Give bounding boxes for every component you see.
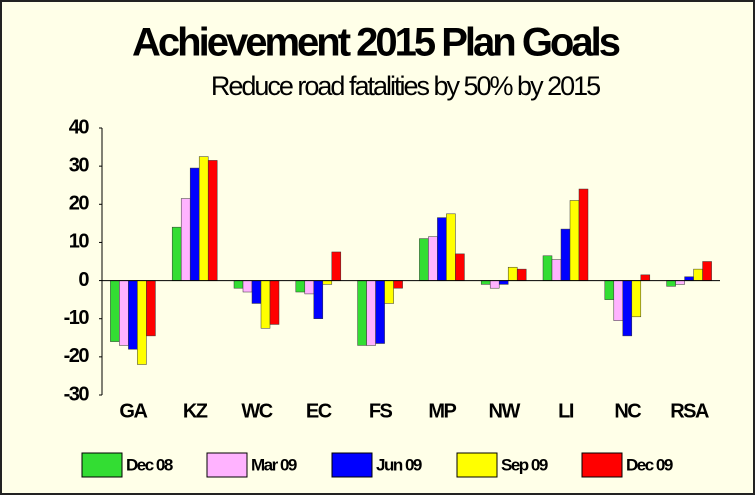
bar [242, 280, 253, 293]
x-tick-label: RSA [670, 400, 709, 422]
bar [313, 280, 324, 319]
legend-label: Mar 09 [251, 455, 297, 474]
bar [507, 266, 518, 281]
bar [446, 213, 456, 281]
legend-swatch [206, 452, 248, 478]
x-tick-label: GA [119, 400, 147, 422]
bar [198, 156, 209, 281]
x-tick-label: NC [614, 400, 641, 422]
bar [393, 280, 403, 289]
bar [384, 280, 394, 304]
bar [489, 280, 500, 289]
chart-title: Achievement 2015 Plan Goals [132, 21, 620, 65]
bar [419, 238, 429, 281]
bar [331, 251, 342, 281]
legend-swatch [581, 452, 623, 478]
bar [640, 274, 651, 281]
y-tick-label: 0 [78, 269, 89, 291]
x-tick-label: MP [428, 400, 456, 422]
bar [631, 280, 642, 318]
bar [516, 268, 527, 281]
bar [146, 280, 156, 337]
y-tick-label: -30 [64, 383, 90, 405]
y-tick-label: 20 [69, 193, 90, 215]
bar [498, 280, 509, 285]
bar [702, 261, 712, 281]
bar [295, 280, 306, 293]
bar [269, 280, 280, 325]
bar [207, 160, 218, 281]
bar [604, 280, 615, 300]
legend-label: Jun 09 [376, 455, 422, 474]
legend-label: Sep 09 [501, 455, 548, 474]
bar [180, 198, 191, 281]
bar [569, 200, 580, 281]
bar [260, 280, 271, 329]
x-tick-label: FS [369, 400, 393, 422]
x-tick-label: KZ [183, 400, 208, 422]
bar [455, 253, 465, 281]
bar [366, 280, 376, 346]
y-tick-label: 10 [69, 231, 90, 253]
bar [304, 280, 315, 295]
x-tick-label: WC [241, 400, 272, 422]
bar [137, 280, 147, 365]
bar [233, 280, 244, 289]
bar [437, 217, 447, 281]
x-tick-label: NW [489, 400, 521, 422]
bar [542, 255, 553, 281]
y-tick-label: 40 [69, 116, 90, 138]
bar [693, 268, 703, 281]
legend-swatch [81, 452, 123, 478]
bar [110, 280, 120, 342]
x-tick-label: EC [306, 400, 332, 422]
legend-swatch [456, 452, 498, 478]
bar [551, 259, 562, 281]
bar [560, 228, 571, 281]
bar [428, 236, 438, 281]
bar [684, 276, 694, 281]
bar [375, 280, 385, 344]
legend-swatch [331, 452, 373, 478]
bar [666, 280, 676, 287]
bar [171, 226, 182, 281]
bar [251, 280, 262, 304]
bar [480, 280, 491, 285]
bar [357, 280, 367, 346]
bar [322, 280, 333, 285]
y-tick-label: -10 [64, 307, 90, 329]
bar [622, 280, 633, 337]
y-tick-label: 30 [69, 154, 90, 176]
chart-subtitle: Reduce road fatalities by 50% by 2015 [211, 71, 600, 101]
bar [613, 280, 624, 321]
x-tick-label: LI [558, 400, 574, 422]
y-tick-label: -20 [64, 345, 90, 367]
bar [675, 280, 685, 285]
bar [119, 280, 129, 346]
bar [578, 188, 589, 281]
legend-label: Dec 09 [626, 455, 673, 474]
legend-label: Dec 08 [126, 455, 173, 474]
bar [189, 167, 200, 281]
bar [128, 280, 138, 350]
